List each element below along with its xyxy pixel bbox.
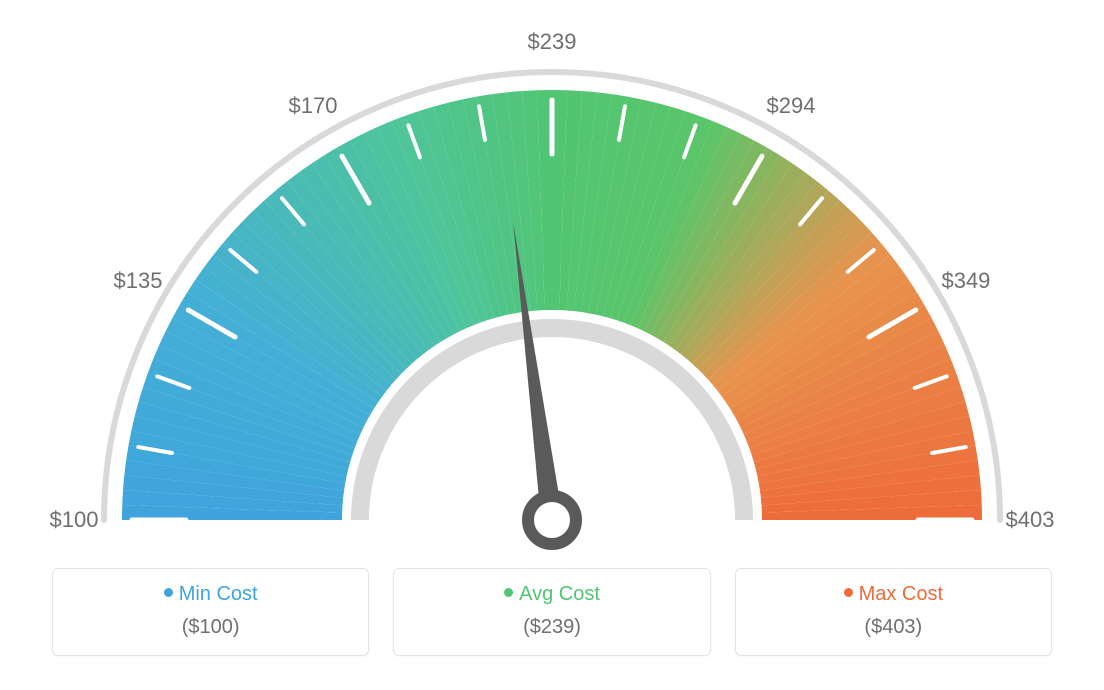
legend-value-avg: ($239) bbox=[394, 616, 709, 639]
legend-label-avg: Avg Cost bbox=[519, 583, 600, 605]
legend-dot-max bbox=[844, 588, 853, 597]
legend-card-max: Max Cost ($403) bbox=[735, 568, 1052, 656]
gauge-tick-label: $170 bbox=[289, 93, 338, 119]
legend-label-min: Min Cost bbox=[179, 583, 258, 605]
gauge-tick-label: $100 bbox=[50, 507, 99, 533]
legend-value-min: ($100) bbox=[53, 616, 368, 639]
legend-card-avg: Avg Cost ($239) bbox=[393, 568, 710, 656]
legend-title-min: Min Cost bbox=[53, 583, 368, 606]
legend-value-max: ($403) bbox=[736, 616, 1051, 639]
gauge-tick-label: $239 bbox=[528, 29, 577, 55]
legend-card-min: Min Cost ($100) bbox=[52, 568, 369, 656]
gauge-chart: $100 $135 $170 $239 $294 $349 $403 bbox=[0, 0, 1104, 560]
legend-title-avg: Avg Cost bbox=[394, 583, 709, 606]
gauge-svg bbox=[0, 0, 1104, 560]
gauge-tick-label: $349 bbox=[941, 268, 990, 294]
legend-dot-avg bbox=[504, 588, 513, 597]
legend-label-max: Max Cost bbox=[859, 583, 943, 605]
legend-title-max: Max Cost bbox=[736, 583, 1051, 606]
gauge-tick-label: $294 bbox=[767, 93, 816, 119]
gauge-tick-label: $403 bbox=[1006, 507, 1055, 533]
legend-dot-min bbox=[164, 588, 173, 597]
gauge-tick-label: $135 bbox=[114, 268, 163, 294]
legend-row: Min Cost ($100) Avg Cost ($239) Max Cost… bbox=[0, 568, 1104, 656]
